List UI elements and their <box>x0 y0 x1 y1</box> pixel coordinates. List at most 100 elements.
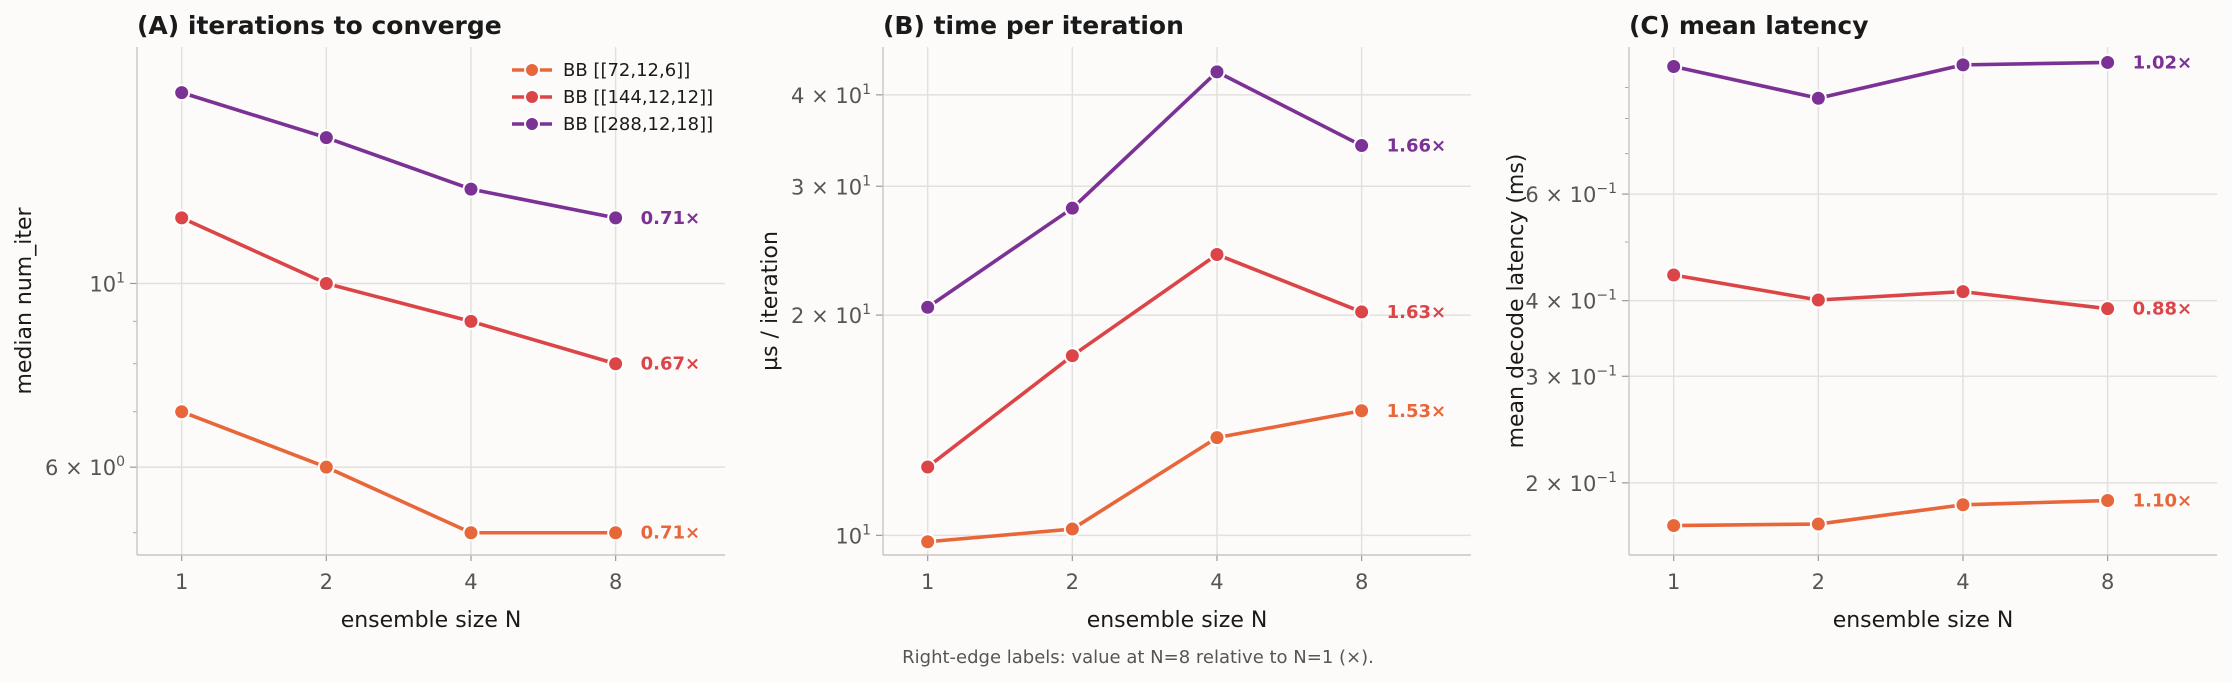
x-tick-label: 1 <box>175 570 188 594</box>
series-3: 1.66× <box>919 63 1447 316</box>
data-point <box>1353 137 1371 155</box>
data-point <box>607 524 625 542</box>
series-line <box>1673 273 2108 311</box>
legend-marker <box>524 89 540 105</box>
series-line <box>927 408 1362 544</box>
series-1: 1.10× <box>1665 491 2192 535</box>
legend-label: BB [[288,12,18]] <box>563 114 713 135</box>
data-point <box>919 458 937 476</box>
y-tick-base: 6 × 10 <box>1525 183 1596 207</box>
legend-label: BB [[144,12,12]] <box>563 87 713 108</box>
data-point <box>1809 89 1827 107</box>
y-axis-label: median num_iter <box>12 207 37 395</box>
y-tick-exponent: 0 <box>116 454 125 470</box>
y-tick-base: 4 × 10 <box>1525 290 1596 314</box>
data-point <box>2099 300 2117 318</box>
end-ratio-label: 0.71× <box>641 208 701 229</box>
x-tick-label: 8 <box>1355 570 1368 594</box>
y-tick-base: 10 <box>89 272 116 296</box>
data-point <box>173 84 191 102</box>
series-2: 1.63× <box>919 246 1447 476</box>
data-point <box>173 209 191 227</box>
y-tick-base: 3 × 10 <box>1525 365 1596 389</box>
legend-marker <box>524 116 540 132</box>
series-2: 0.88× <box>1665 266 2193 320</box>
data-point <box>1208 63 1226 81</box>
y-axis-label: µs / iteration <box>758 231 783 371</box>
series-1: 1.53× <box>919 401 1447 551</box>
x-tick-label: 4 <box>1210 570 1223 594</box>
end-ratio-label: 1.66× <box>1387 136 1447 157</box>
data-point <box>1063 520 1081 538</box>
y-tick-base: 3 × 10 <box>791 175 862 199</box>
data-point <box>317 274 335 292</box>
x-tick-label: 1 <box>1667 570 1680 594</box>
legend: BB [[72,12,6]] BB [[144,12,12]] BB [[288,1… <box>512 60 713 135</box>
end-ratio-label: 0.67× <box>641 354 701 375</box>
data-point <box>1353 402 1371 420</box>
y-tick-base: 6 × 10 <box>45 456 116 480</box>
series-line <box>1673 498 2108 528</box>
panel-title: (C) mean latency <box>1629 11 1869 40</box>
data-point <box>462 524 480 542</box>
y-tick-label: 6 × 100 <box>45 454 125 480</box>
x-tick-label: 4 <box>1956 570 1969 594</box>
series-1: 0.71× <box>173 403 701 544</box>
panel-title: (B) time per iteration <box>883 11 1184 40</box>
y-tick-label: 6 × 10−1 <box>1525 181 1617 207</box>
y-tick-label: 2 × 101 <box>791 302 871 328</box>
data-point <box>462 312 480 330</box>
y-tick-exponent: 1 <box>116 270 125 286</box>
series-3: 1.02× <box>1665 52 2193 107</box>
panel-C: 1 2 4 82 × 10−13 × 10−14 × 10−16 × 10−1(C) … <box>1504 11 2217 633</box>
series-line <box>181 90 616 220</box>
data-point <box>1665 266 1683 284</box>
legend-marker <box>524 62 540 78</box>
y-tick-label: 3 × 101 <box>791 173 871 199</box>
x-tick-label: 4 <box>464 570 477 594</box>
y-tick-exponent: 1 <box>862 173 871 189</box>
panel-title: (A) iterations to converge <box>137 11 502 40</box>
data-point <box>1665 517 1683 535</box>
y-tick-exponent: −1 <box>1596 181 1617 197</box>
series-line <box>1673 60 2108 101</box>
y-tick-label: 2 × 10−1 <box>1525 470 1617 496</box>
y-tick-base: 4 × 10 <box>791 84 862 108</box>
data-point <box>1954 496 1972 514</box>
data-point <box>1809 515 1827 533</box>
x-tick-label: 2 <box>1066 570 1079 594</box>
series-line <box>926 70 1363 309</box>
data-point <box>1063 347 1081 365</box>
footnote: Right-edge labels: value at N=8 relative… <box>902 647 1374 668</box>
series-3: 0.71× <box>173 84 701 229</box>
end-ratio-label: 1.53× <box>1387 401 1447 422</box>
y-tick-base: 2 × 10 <box>1525 472 1596 496</box>
data-point <box>607 209 625 227</box>
data-point <box>1665 57 1683 75</box>
data-point <box>317 129 335 147</box>
x-tick-label: 2 <box>320 570 333 594</box>
y-tick-exponent: −1 <box>1596 363 1617 379</box>
x-tick-label: 8 <box>609 570 622 594</box>
data-point <box>462 180 480 198</box>
x-axis-label: ensemble size N <box>1833 608 2014 633</box>
y-tick-exponent: −1 <box>1596 288 1617 304</box>
y-tick-label: 101 <box>835 522 871 548</box>
end-ratio-label: 0.88× <box>2133 299 2193 320</box>
data-point <box>607 355 625 373</box>
end-ratio-label: 0.71× <box>641 523 701 544</box>
data-point <box>317 458 335 476</box>
end-ratio-label: 1.63× <box>1387 302 1447 323</box>
data-point <box>919 298 937 316</box>
data-point <box>1208 429 1226 447</box>
data-point <box>1954 283 1972 301</box>
x-axis-label: ensemble size N <box>1087 608 1268 633</box>
data-point <box>1954 56 1972 74</box>
end-ratio-label: 1.02× <box>2133 52 2193 73</box>
data-point <box>1208 246 1226 264</box>
data-point <box>173 403 191 421</box>
y-tick-label: 4 × 10−1 <box>1525 288 1617 314</box>
x-axis-label: ensemble size N <box>341 608 522 633</box>
